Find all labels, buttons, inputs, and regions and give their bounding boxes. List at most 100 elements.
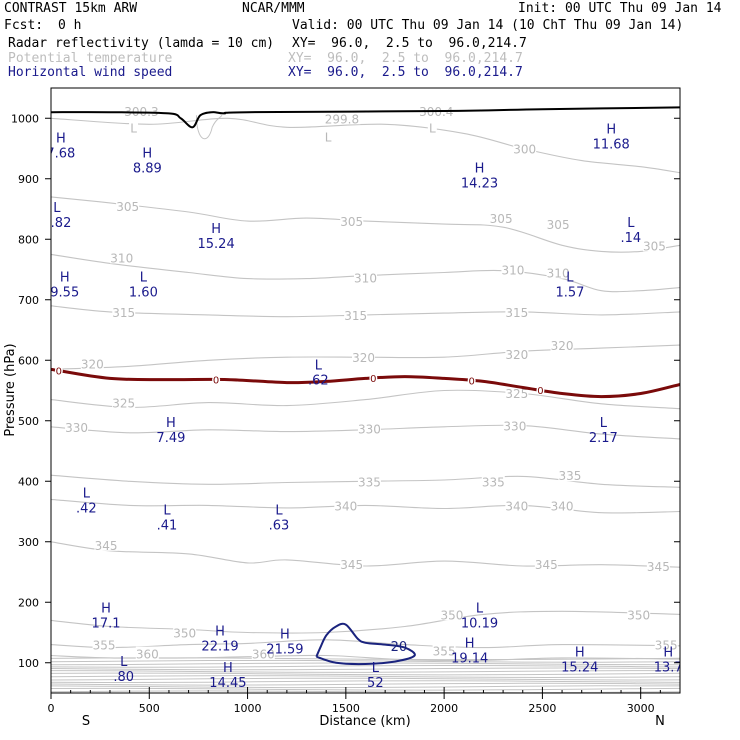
theta-label: 360 [252, 648, 275, 662]
wind-extremum-value: 1.60 [129, 286, 158, 301]
theta-label: 315 [112, 306, 135, 320]
wind-extremum-value: .80 [113, 670, 134, 685]
theta-contour-terrain [195, 114, 223, 140]
theta-label: 335 [358, 475, 381, 489]
header-fcst-value: 0 h [58, 18, 82, 33]
theta-contour-310 [51, 253, 680, 293]
theta-label: 305 [547, 218, 570, 232]
theta-contour-strat [51, 672, 680, 676]
theta-label-bg [558, 468, 582, 482]
wind-extremum-value: 22.19 [201, 640, 238, 655]
tropopause-marker-bg [54, 365, 63, 376]
theta-label: 350 [173, 627, 196, 641]
theta-label-bg [344, 307, 368, 321]
theta-label: 355 [93, 639, 116, 653]
y-tick-label: 100 [18, 657, 39, 670]
theta-label-bg [440, 607, 464, 621]
theta-label: 299.8 [325, 112, 359, 126]
theta-label-bg [92, 637, 116, 651]
theta-contour-340 [51, 498, 680, 514]
y-tick-label: 400 [18, 475, 39, 488]
theta-label-bg [505, 498, 529, 512]
field-radar-xy: XY= 96.0, 2.5 to 96.0,214.7 [292, 36, 527, 51]
wind-extremum-letter: H [60, 271, 70, 286]
wind-extremum-value: 9.55 [50, 286, 79, 301]
tropopause-line [51, 367, 680, 399]
header-valid: Valid: 00 UTC Thu 09 Jan 14 (10 ChT Thu … [292, 18, 684, 33]
theta-label-bg [505, 347, 529, 361]
wind-extremum-value: 15.24 [198, 237, 235, 252]
wind-extremum-value: 13.7 [654, 661, 683, 676]
theta-label: 345 [95, 539, 118, 553]
wind-extremum-letter: H [56, 131, 66, 146]
theta-label: 310 [547, 267, 570, 281]
theta-contour-strat [51, 662, 680, 666]
wind-extremum-letter: H [663, 646, 673, 661]
theta-label-bg [112, 395, 136, 409]
theta-label-bg [116, 198, 140, 212]
wind-extremum-letter: L [53, 201, 61, 216]
wind-extremum-letter: H [211, 222, 221, 237]
theta-label: 340 [334, 499, 357, 513]
theta-label-bg [646, 558, 670, 572]
wind-extremum-value: .41 [157, 519, 178, 534]
theta-label-bg [80, 356, 104, 370]
theta-label-bg [550, 498, 574, 512]
theta-label-bg [352, 350, 376, 364]
wind-extremum-value: .42 [76, 502, 97, 517]
theta-label-bg [481, 474, 505, 488]
theta-label: 355 [655, 639, 678, 653]
x-tick-label: 2000 [430, 702, 458, 715]
theta-label-bg [501, 262, 525, 276]
plot-frame [50, 87, 681, 694]
wind-extremum-letter: L [120, 655, 128, 670]
theta-label: 320 [505, 348, 528, 362]
theta-label-bg [489, 211, 513, 225]
theta-label: 305 [643, 239, 666, 253]
y-axis-label: Pressure (hPa) [3, 343, 18, 436]
wind-extremum-letter: L [163, 504, 171, 519]
theta-label-bg [427, 120, 437, 134]
theta-label: 315 [505, 306, 528, 320]
wind-extremum-letter: H [606, 122, 616, 137]
wind-extremum-value: 1.57 [555, 286, 584, 301]
theta-contour-325 [51, 389, 680, 410]
theta-label: 345 [340, 558, 363, 572]
wind-extremum-value: 21.59 [266, 643, 303, 658]
y-tick-label: 300 [18, 536, 39, 549]
radar-contour-20 [315, 622, 416, 666]
theta-label-bg [340, 214, 364, 228]
theta-contour-strat [51, 687, 680, 691]
field-wind-name: Horizontal wind speed [8, 65, 173, 80]
theta-label-bg [334, 498, 358, 512]
wind-extremum-value: .62 [308, 373, 329, 388]
theta-contour-strat [51, 675, 680, 678]
theta-label-bg [65, 419, 89, 433]
theta-contour-305 [51, 196, 680, 253]
theta-label: L [325, 130, 332, 144]
theta-label: 325 [505, 387, 528, 401]
theta-label-bg [503, 418, 527, 432]
field-theta-name: Potential temperature [8, 51, 173, 66]
wind-extremum-value: 11.68 [593, 137, 630, 152]
theta-contour-300 [51, 117, 680, 174]
tropopause-marker-bg [369, 373, 378, 384]
theta-label-bg [129, 120, 139, 134]
wind-extremum-value: 8.89 [133, 162, 162, 177]
theta-label: 335 [482, 475, 505, 489]
theta-label-bg [546, 217, 570, 231]
wind-extremum-letter: H [215, 625, 225, 640]
wind-extremum-value: 2.17 [589, 431, 618, 446]
wind-extremum-value: 2.82 [42, 216, 71, 231]
theta-label-bg [354, 270, 377, 284]
tropopause-marker: 0 [56, 367, 62, 378]
theta-label: 330 [358, 423, 381, 437]
wind-extremum-letter: L [372, 661, 380, 676]
wind-extremum-letter: H [575, 646, 585, 661]
theta-label: 305 [340, 215, 363, 229]
theta-label-bg [654, 637, 678, 651]
theta-label-bg [627, 607, 651, 621]
theta-label: 320 [352, 351, 375, 365]
